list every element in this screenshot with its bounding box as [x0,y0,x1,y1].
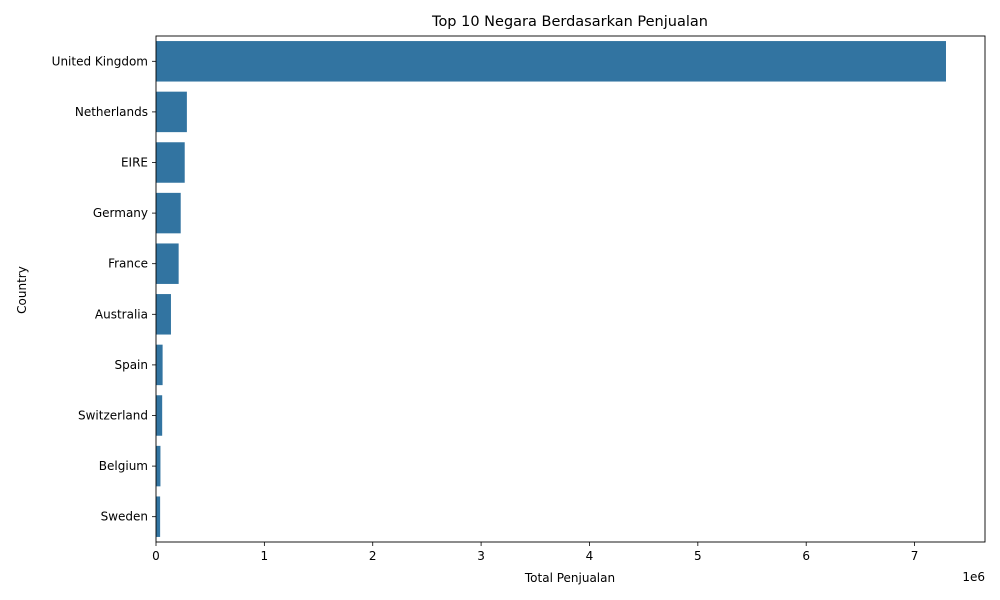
x-tick-label: 0 [152,549,160,563]
y-tick-label: France [108,257,148,271]
plot-frame [155,35,986,543]
x-tick-label: 5 [694,549,702,563]
x-tick-label: 1 [261,549,269,563]
y-tick-label: Spain [114,358,148,372]
x-tick-label: 7 [911,549,919,563]
bar-switzerland [156,395,163,436]
x-tick-label: 4 [586,549,594,563]
bar-netherlands [156,91,187,133]
bar-sweden [156,496,161,537]
y-axis-ticks: United Kingdom Netherlands EIRE Germany Fran… [52,54,156,524]
y-tick-label: Germany [93,206,148,220]
y-tick-label: United Kingdom [52,54,148,68]
x-axis-offset-label: 1e6 [962,570,985,584]
y-axis-title: Country [15,266,29,314]
bars-group [156,41,946,537]
x-axis-title: Total Penjualan [524,571,615,585]
x-tick-label: 6 [802,549,810,563]
bar-eire [156,142,185,183]
y-tick-label: Netherlands [75,105,148,119]
bar-united-kingdom [156,41,946,82]
chart-title: Top 10 Negara Berdasarkan Penjualan [431,14,708,30]
y-tick-label: Belgium [99,459,148,473]
x-tick-label: 3 [477,549,485,563]
bar-spain [156,344,163,386]
y-tick-label: Australia [95,307,148,321]
y-tick-label: Sweden [101,510,148,524]
bar-france [156,243,179,284]
x-axis-ticks: 0 1 2 3 4 5 6 7 [152,542,918,563]
y-tick-label: Switzerland [78,409,148,423]
bar-australia [156,294,171,335]
bar-belgium [156,445,161,487]
bar-germany [156,192,181,234]
x-tick-label: 2 [369,549,377,563]
y-tick-label: EIRE [121,156,148,170]
